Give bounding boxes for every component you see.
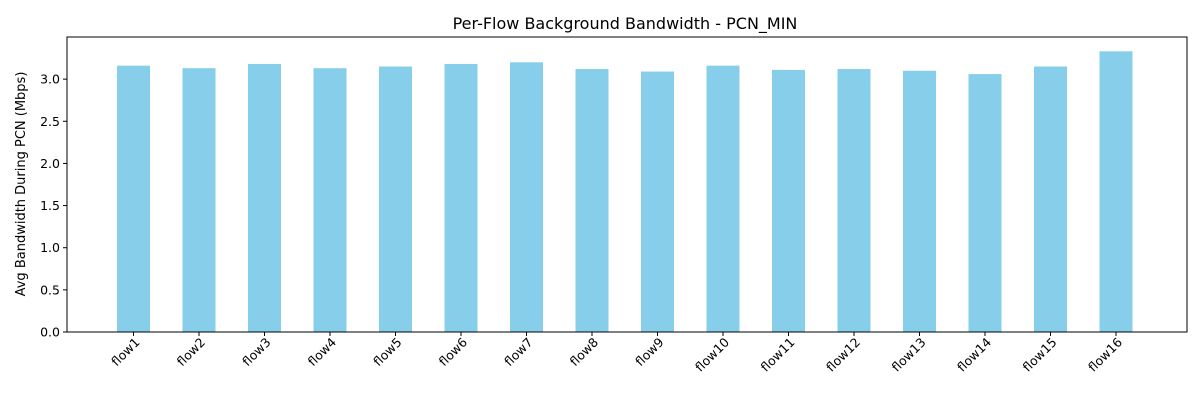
bar-flow1 bbox=[117, 65, 150, 333]
y-axis-label: Avg Bandwidth During PCN (Mbps) bbox=[14, 72, 29, 297]
y-tick-label: 1.5 bbox=[40, 198, 60, 213]
y-tick-label: 1.0 bbox=[40, 240, 60, 255]
bar-flow2 bbox=[182, 68, 216, 332]
bar-flow14 bbox=[968, 74, 1002, 332]
x-tick-label: flow15 bbox=[1020, 335, 1060, 375]
x-tick-label: flow14 bbox=[954, 334, 994, 374]
bar-flow12 bbox=[837, 69, 871, 333]
x-tick-label: flow6 bbox=[436, 334, 470, 368]
bar-flow15 bbox=[1034, 66, 1067, 332]
bar-flow13 bbox=[903, 70, 936, 332]
x-axis-ticks: flow1 flow2 flow3 flow4 flow5 flow6 flow7 flow8… bbox=[108, 332, 1125, 375]
plot-frame bbox=[66, 36, 1188, 333]
bar-flow4 bbox=[313, 68, 347, 332]
x-tick-label: flow10 bbox=[692, 334, 732, 374]
y-tick-label: 2.0 bbox=[40, 156, 60, 171]
x-tick-label: flow13 bbox=[889, 335, 929, 375]
x-tick-label: flow9 bbox=[632, 334, 666, 368]
x-tick-label: flow4 bbox=[305, 334, 339, 368]
bars-group bbox=[117, 51, 1133, 333]
x-tick-label: flow12 bbox=[823, 335, 863, 375]
bar-flow9 bbox=[641, 71, 674, 333]
y-tick-label: 3.0 bbox=[40, 72, 60, 87]
x-tick-label: flow1 bbox=[108, 335, 142, 369]
x-tick-label: flow11 bbox=[758, 335, 798, 375]
bar-flow8 bbox=[575, 69, 609, 333]
bar-flow10 bbox=[706, 65, 740, 333]
y-tick-label: 0.5 bbox=[40, 282, 60, 297]
bar-flow5 bbox=[379, 66, 412, 332]
bar-flow3 bbox=[248, 63, 281, 332]
y-axis-ticks: 0.0 0.5 1.0 1.5 2.0 2.5 3.0 bbox=[40, 72, 67, 340]
x-tick-label: flow8 bbox=[567, 334, 601, 368]
x-tick-label: flow3 bbox=[239, 335, 273, 369]
y-tick-label: 2.5 bbox=[40, 114, 60, 129]
x-tick-label: flow7 bbox=[501, 335, 535, 369]
x-tick-label: flow16 bbox=[1085, 334, 1125, 374]
chart-title: Per-Flow Background Bandwidth - PCN_MIN bbox=[453, 14, 798, 34]
bar-flow11 bbox=[772, 69, 805, 332]
y-tick-label: 0.0 bbox=[40, 325, 60, 340]
bar-flow16 bbox=[1099, 51, 1133, 332]
x-tick-label: flow5 bbox=[370, 335, 404, 369]
x-tick-label: flow2 bbox=[174, 335, 208, 369]
bar-flow7 bbox=[510, 62, 543, 333]
bar-flow6 bbox=[444, 63, 478, 332]
